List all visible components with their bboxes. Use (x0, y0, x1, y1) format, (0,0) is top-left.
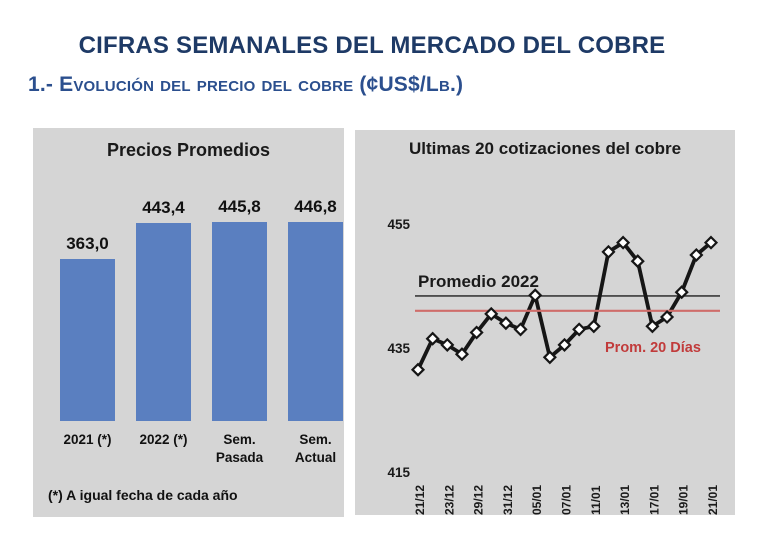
line-chart-panel: Ultimas 20 cotizaciones del cobre 455 435… (355, 130, 735, 515)
x-tick-label: 11/01 (589, 485, 603, 515)
data-point (645, 319, 660, 334)
data-point (601, 244, 616, 259)
promedio-2022-label: Promedio 2022 (418, 272, 539, 291)
bar (212, 222, 267, 421)
x-tick-label: 23/12 (442, 485, 456, 515)
x-tick-label: 05/01 (530, 485, 544, 515)
x-tick-label: 21/01 (706, 485, 720, 515)
line-chart-title: Ultimas 20 cotizaciones del cobre (408, 139, 682, 158)
bar-value-label: 363,0 (66, 234, 109, 253)
prom-20-dias-label: Prom. 20 Días (605, 340, 701, 356)
data-point (689, 247, 704, 263)
bar (288, 222, 343, 421)
bar (136, 223, 191, 421)
data-point (454, 347, 470, 362)
bar-category-label: Sem. Actual (294, 432, 337, 466)
data-point (498, 316, 513, 331)
data-point (674, 285, 689, 300)
data-point (659, 309, 675, 325)
bar (60, 259, 115, 421)
section-title: 1.- Evolución del precio del cobre (¢US$… (28, 73, 464, 96)
line-chart-plot-area: 455 435 415 Promedio 2022 Prom. 20 Días 21/12… (387, 217, 720, 515)
bar-chart-panel: Precios Promedios 363,0 2021 (*) 443,4 2022… (33, 128, 344, 517)
bar-category-label: Sem. Pasada (215, 432, 264, 466)
bar-value-label: 446,8 (294, 197, 337, 216)
x-tick-label: 17/01 (647, 485, 661, 515)
data-point (572, 322, 587, 337)
x-tick-label: 13/01 (618, 485, 632, 515)
data-point (410, 362, 426, 377)
y-tick-label: 435 (387, 341, 410, 356)
x-tick-label: 29/12 (472, 485, 486, 515)
data-point (513, 322, 528, 337)
data-point (616, 235, 631, 250)
bar-chart-title: Precios Promedios (106, 140, 271, 160)
data-point (557, 337, 572, 352)
data-point (630, 254, 645, 269)
x-tick-label: 21/12 (413, 485, 427, 515)
data-point (528, 288, 543, 303)
bar-value-label: 445,8 (218, 197, 261, 216)
x-tick-label: 07/01 (560, 485, 574, 515)
data-point (484, 306, 499, 321)
data-point (586, 319, 601, 334)
x-tick-label: 19/01 (677, 485, 691, 515)
data-point (440, 337, 455, 352)
x-tick-label: 31/12 (501, 485, 515, 515)
data-point (703, 235, 719, 250)
y-tick-label: 455 (387, 217, 410, 232)
y-tick-label: 415 (387, 465, 410, 480)
data-point (469, 325, 484, 340)
data-point (425, 331, 440, 346)
bar-chart-footnote: (*) A igual fecha de cada año (48, 487, 238, 503)
bar-value-label: 443,4 (142, 198, 185, 217)
bar-category-label: 2021 (*) (63, 432, 112, 447)
bar-category-label: 2022 (*) (139, 432, 188, 447)
page-title: CIFRAS SEMANALES DEL MERCADO DEL COBRE (78, 32, 666, 59)
data-point (542, 350, 557, 365)
